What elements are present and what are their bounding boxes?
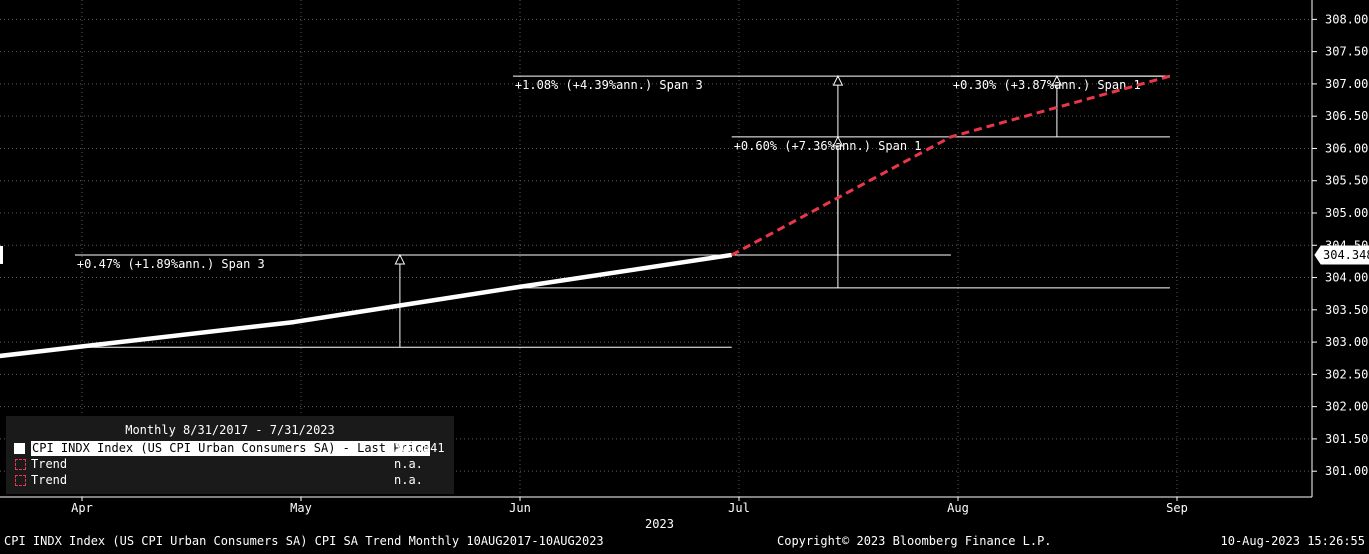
trend-swatch-icon bbox=[15, 475, 26, 486]
y-tick-label: 306.00 bbox=[1325, 141, 1368, 155]
legend-label: Trend bbox=[31, 473, 68, 487]
x-tick-label: Jun bbox=[509, 501, 531, 515]
y-tick-label: 307.50 bbox=[1325, 45, 1368, 59]
y-tick-label: 305.50 bbox=[1325, 174, 1368, 188]
y-tick-label: 308.00 bbox=[1325, 12, 1368, 26]
annotation-label: +1.08% (+4.39%ann.) Span 3 bbox=[515, 78, 703, 92]
x-tick-label: Sep bbox=[1166, 501, 1188, 515]
x-year-label: 2023 bbox=[645, 517, 674, 531]
y-tick-label: 301.50 bbox=[1325, 432, 1368, 446]
legend-label: Trend bbox=[31, 457, 68, 471]
last-value-tag bbox=[1314, 245, 1369, 265]
price-swatch-icon bbox=[14, 443, 25, 454]
trend-line bbox=[730, 74, 1171, 257]
trend-swatch-icon bbox=[15, 459, 26, 470]
x-tick-label: Apr bbox=[71, 501, 93, 515]
price-line bbox=[0, 252, 733, 359]
annotation-arrow-head bbox=[832, 75, 844, 86]
annotation-label: +0.60% (+7.36%ann.) Span 1 bbox=[734, 139, 922, 153]
footer-copyright: Copyright© 2023 Bloomberg Finance L.P. bbox=[777, 534, 1052, 548]
legend-value: 303.841 bbox=[394, 441, 445, 455]
y-tick-label: 302.00 bbox=[1325, 400, 1368, 414]
annotation-arrow-head bbox=[394, 253, 406, 265]
footer-timestamp: 10-Aug-2023 15:26:55 bbox=[1220, 534, 1366, 548]
legend-value: n.a. bbox=[394, 473, 423, 487]
y-tick-label: 306.50 bbox=[1325, 109, 1368, 123]
y-tick-label: 304.00 bbox=[1325, 271, 1368, 285]
last-value-label: 304.348 bbox=[1323, 248, 1369, 262]
annotation-arrow-head bbox=[1051, 75, 1063, 86]
footer-description: CPI INDX Index (US CPI Urban Consumers S… bbox=[4, 534, 604, 548]
y-tick-label: 305.00 bbox=[1325, 206, 1368, 220]
annotation-label: +0.30% (+3.87%ann.) Span 1 bbox=[953, 78, 1141, 92]
legend-label: CPI INDX Index (US CPI Urban Consumers S… bbox=[31, 441, 431, 456]
annotation-label: +0.47% (+1.89%ann.) Span 3 bbox=[77, 257, 265, 271]
y-tick-label: 307.00 bbox=[1325, 77, 1368, 91]
x-tick-label: Jul bbox=[728, 501, 750, 515]
y-tick-label: 302.50 bbox=[1325, 367, 1368, 381]
legend-title: Monthly 8/31/2017 - 7/31/2023 bbox=[125, 423, 335, 437]
legend: Monthly 8/31/2017 - 7/31/2023 CPI INDX I… bbox=[6, 416, 454, 494]
left-edge-marker bbox=[0, 245, 3, 264]
x-tick-label: Aug bbox=[947, 501, 969, 515]
legend-value: n.a. bbox=[394, 457, 423, 471]
annotation-arrow-head bbox=[832, 135, 844, 147]
x-tick-label: May bbox=[290, 501, 312, 515]
y-tick-label: 303.00 bbox=[1325, 335, 1368, 349]
y-tick-label: 301.00 bbox=[1325, 464, 1368, 478]
y-tick-label: 303.50 bbox=[1325, 303, 1368, 317]
